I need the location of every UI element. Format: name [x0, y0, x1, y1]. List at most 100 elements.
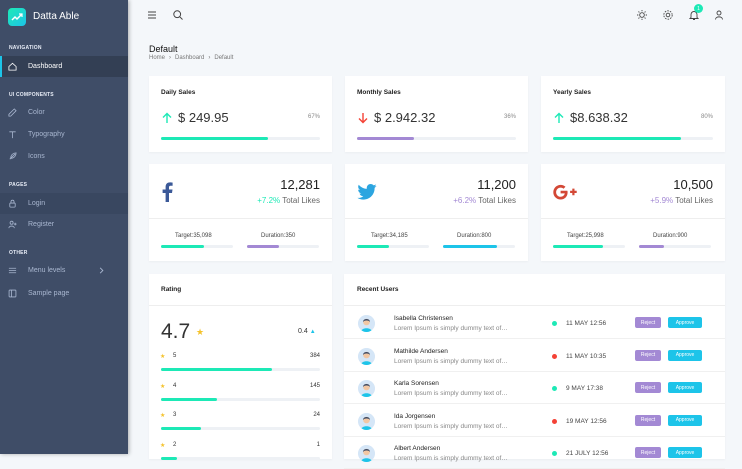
- approve-button[interactable]: Approve: [668, 414, 702, 426]
- table-row: Ida Jorgensen Lorem Ipsum is simply dumm…: [344, 405, 725, 437]
- sales-percent: 36%: [503, 114, 516, 120]
- feather-icon: [9, 152, 17, 160]
- card-title: Rating: [161, 286, 182, 293]
- arrow-up-icon: [554, 112, 564, 123]
- duration-label: Duration:350: [261, 233, 296, 239]
- user-date: 9 MAY 17:38: [566, 385, 603, 392]
- reject-button[interactable]: Reject: [635, 317, 661, 328]
- approve-button[interactable]: Approve: [668, 317, 702, 328]
- card-title: Monthly Sales: [357, 89, 401, 96]
- sidebar-item-dashboard[interactable]: Dashboard: [0, 56, 128, 77]
- user-name: Albert Andersen: [394, 445, 441, 452]
- avatar: [358, 315, 375, 332]
- approve-button[interactable]: Approve: [668, 349, 702, 361]
- rating-progress: [161, 456, 320, 460]
- sidebar-item-label: Dashboard: [28, 63, 63, 70]
- sidebar-item-label: Menu levels: [28, 267, 66, 274]
- rating-star-level: 4: [173, 382, 177, 389]
- logo-icon: [8, 7, 26, 26]
- breadcrumb-default: Default: [214, 55, 234, 61]
- page-title: Default: [149, 44, 178, 54]
- arrow-up-icon: [162, 112, 172, 123]
- user-name: Ida Jorgensen: [394, 412, 436, 420]
- edit-icon: [8, 108, 17, 117]
- settings-icon[interactable]: [662, 9, 674, 21]
- rating-progress: [161, 368, 320, 371]
- sun-icon[interactable]: [636, 9, 648, 21]
- rating-progress-fill: [161, 456, 177, 460]
- sidebar-item-label: Register: [28, 221, 55, 228]
- target-progress: [161, 245, 233, 248]
- monthly-sales-card: Monthly Sales $ 2.942.32 36%: [345, 76, 528, 152]
- sales-amount: $ 249.95: [161, 110, 229, 125]
- sidebar-item-menu-levels[interactable]: Menu levels: [0, 260, 128, 281]
- sidebar-item-color[interactable]: Color: [0, 102, 128, 123]
- duration-progress: [639, 245, 711, 248]
- approve-button[interactable]: Approve: [668, 447, 702, 458]
- star-icon: ★: [196, 326, 205, 337]
- sales-progress: [161, 137, 320, 140]
- avatar: [358, 380, 375, 397]
- star-icon: ★: [160, 354, 166, 360]
- target-progress: [357, 245, 429, 248]
- reject-button[interactable]: Reject: [635, 447, 661, 458]
- sales-amount: $ 2.942.32: [357, 110, 435, 125]
- rating-progress: [161, 397, 320, 401]
- sidebar-item-login[interactable]: Login: [0, 193, 128, 214]
- sidebar-item-typography[interactable]: Typography: [0, 124, 128, 145]
- user-description: Lorem Ipsum is simply dummy text of…: [394, 455, 508, 462]
- user-name: Mathilde Andersen: [394, 347, 448, 355]
- user-name: Karla Sorensen: [394, 380, 439, 387]
- rating-change-value: 0.4: [298, 328, 308, 335]
- rating-count: 1: [316, 441, 320, 448]
- divider: [344, 305, 725, 306]
- likes-count: 10,500: [673, 177, 713, 192]
- reject-button[interactable]: Reject: [635, 349, 661, 361]
- rating-count: 384: [309, 353, 320, 359]
- reject-button[interactable]: Reject: [635, 382, 661, 393]
- search-icon[interactable]: [172, 9, 184, 21]
- sales-amount-value: $ 2.942.32: [374, 110, 436, 125]
- user-description: Lorem Ipsum is simply dummy text of…: [394, 422, 508, 430]
- duration-label: Duration:800: [457, 233, 492, 239]
- sales-amount-value: $ 249.95: [178, 110, 229, 125]
- sidebar-item-register[interactable]: Register: [0, 214, 128, 235]
- duration-progress-fill: [443, 245, 497, 248]
- sidebar-item-label: Typography: [28, 131, 65, 138]
- sidebar-item-label: Color: [28, 109, 45, 116]
- status-dot: [552, 321, 557, 326]
- sales-progress-fill: [357, 137, 415, 140]
- divider: [345, 218, 528, 219]
- user-icon[interactable]: [713, 9, 725, 21]
- breadcrumb-home[interactable]: Home: [149, 55, 166, 61]
- breadcrumb-dashboard[interactable]: Dashboard: [175, 55, 205, 61]
- target-progress: [553, 245, 625, 248]
- duration-progress-fill: [247, 245, 280, 248]
- divider: [149, 218, 332, 219]
- notification-badge: 1: [694, 4, 703, 13]
- rating-count: 145: [309, 382, 320, 389]
- user-description: Lorem Ipsum is simply dummy text of…: [394, 325, 508, 332]
- rating-star-level: 3: [173, 412, 177, 418]
- target-label: Target:34,185: [371, 233, 408, 239]
- rating-star-level: 2: [173, 441, 177, 448]
- type-icon: [9, 131, 16, 139]
- rating-star-level: 5: [173, 353, 177, 359]
- sidebar-item-sample-page[interactable]: Sample page: [0, 283, 128, 304]
- sales-progress-fill: [553, 137, 681, 140]
- user-date: 19 MAY 12:56: [566, 417, 607, 425]
- hamburger-icon[interactable]: [146, 9, 158, 21]
- avatar: [358, 347, 375, 365]
- rating-progress-fill: [161, 368, 273, 371]
- user-name: Isabella Christensen: [394, 315, 453, 322]
- likes-summary: +6.2% Total Likes: [453, 196, 516, 205]
- brand-name: Datta Able: [33, 11, 80, 22]
- duration-progress: [247, 245, 319, 248]
- sales-progress: [553, 137, 713, 140]
- approve-button[interactable]: Approve: [668, 382, 702, 393]
- reject-button[interactable]: Reject: [635, 414, 661, 426]
- rating-progress: [161, 427, 320, 430]
- sidebar-item-icons[interactable]: Icons: [0, 146, 128, 167]
- brand[interactable]: Datta Able: [0, 0, 128, 33]
- divider: [541, 218, 725, 219]
